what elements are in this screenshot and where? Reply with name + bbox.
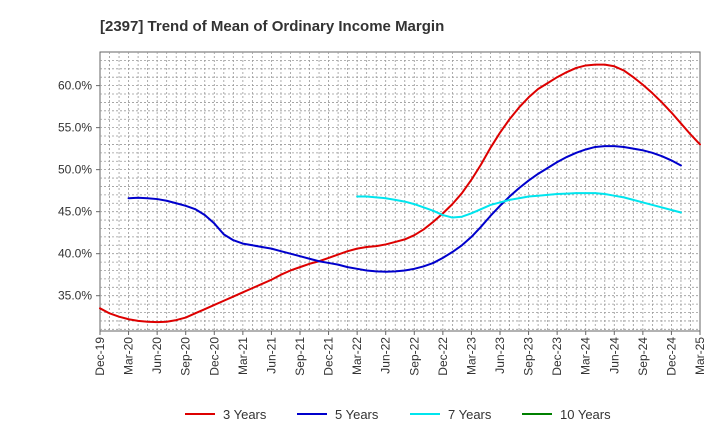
x-tick-label: Dec-22	[436, 337, 450, 376]
x-tick-label: Sep-23	[522, 337, 536, 376]
y-axis-ticks: 35.0% 40.0% 45.0% 50.0% 55.0% 60.0%	[58, 79, 100, 303]
x-tick-label: Jun-22	[379, 337, 393, 374]
y-tick-label: 60.0%	[58, 79, 92, 93]
x-tick-label: Mar-25	[693, 337, 707, 375]
y-tick-label: 50.0%	[58, 163, 92, 177]
x-tick-label: Mar-24	[579, 337, 593, 375]
series-line	[356, 192, 682, 219]
x-tick-label: Mar-22	[350, 337, 364, 375]
legend-label: 5 Years	[335, 407, 379, 422]
x-tick-label: Dec-20	[207, 337, 221, 376]
legend-label: 3 Years	[223, 407, 267, 422]
x-tick-label: Sep-20	[179, 337, 193, 376]
y-tick-label: 45.0%	[58, 205, 92, 219]
x-tick-label: Mar-21	[236, 337, 250, 375]
x-tick-label: Dec-19	[93, 337, 107, 376]
x-tick-label: Sep-22	[407, 337, 421, 376]
x-tick-label: Sep-24	[636, 337, 650, 376]
legend-label: 7 Years	[448, 407, 492, 422]
plot-area	[99, 51, 701, 332]
x-axis-ticks: Dec-19 Mar-20 Jun-20 Sep-20 Dec-20 Mar-21 Jun-…	[93, 331, 707, 376]
x-tick-label: Dec-21	[322, 337, 336, 376]
x-tick-label: Jun-24	[607, 337, 621, 374]
y-tick-label: 55.0%	[58, 121, 92, 135]
y-tick-label: 35.0%	[58, 289, 92, 303]
series-line	[99, 63, 701, 324]
series-line	[127, 145, 682, 273]
x-tick-label: Mar-20	[122, 337, 136, 375]
x-tick-label: Jun-20	[150, 337, 164, 374]
x-tick-label: Dec-23	[550, 337, 564, 376]
x-tick-label: Jun-21	[264, 337, 278, 374]
x-tick-label: Mar-23	[464, 337, 478, 375]
x-tick-label: Dec-24	[664, 337, 678, 376]
legend-label: 10 Years	[560, 407, 611, 422]
y-tick-label: 40.0%	[58, 247, 92, 261]
legend: 3 Years 5 Years 7 Years 10 Years	[185, 407, 611, 422]
x-tick-label: Sep-21	[293, 337, 307, 376]
x-tick-label: Jun-23	[493, 337, 507, 374]
grid	[100, 52, 700, 331]
series-lines	[99, 63, 701, 324]
chart-title: [2397] Trend of Mean of Ordinary Income …	[100, 18, 444, 35]
